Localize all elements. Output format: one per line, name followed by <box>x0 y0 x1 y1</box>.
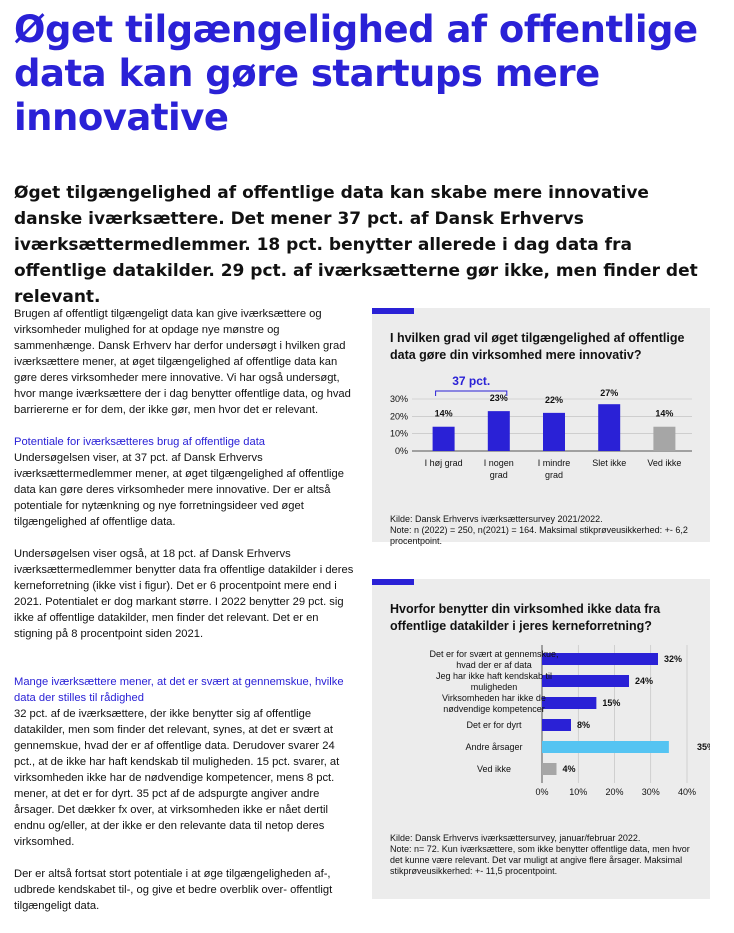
chart-1-title: I hvilken grad vil øget tilgængelighed a… <box>390 331 685 362</box>
y-category-label: Det er for svært at gennemskue, hvad der … <box>429 649 558 670</box>
y-tick-label: 10% <box>390 429 408 439</box>
body-column: Brugen af offentligt tilgængeligt data k… <box>14 306 356 930</box>
bar-value-label: 35% <box>697 742 710 752</box>
chart-2-title: Hvorfor benytter din virksomhed ikke dat… <box>390 602 661 633</box>
x-tick-label: I nogen grad <box>484 458 514 480</box>
chart-2-note: Note: n= 72. Kun iværksættere, som ikke … <box>390 844 690 876</box>
bar-value-label: 4% <box>563 764 576 774</box>
bar <box>653 426 676 451</box>
bracket-label: 37 pct. <box>452 374 490 388</box>
bar-value-label: 27% <box>600 388 618 398</box>
bar <box>598 404 621 451</box>
x-tick-label: I mindre grad <box>538 458 571 480</box>
bar <box>542 675 629 687</box>
body-paragraph-5: Der er altså fortsat stort potentiale i … <box>14 868 333 912</box>
y-tick-label: 20% <box>390 411 408 421</box>
bar <box>487 411 510 451</box>
section-heading-2: Mange iværksættere mener, at det er svær… <box>14 676 344 704</box>
y-category-label: Jeg har ikke haft kendskab til muligheden <box>436 671 552 692</box>
x-tick-label: I høj grad <box>425 458 463 468</box>
bracket-line <box>435 390 508 396</box>
bar-value-label: 15% <box>602 698 620 708</box>
bar-value-label: 14% <box>435 409 453 419</box>
panel-accent-tab <box>372 308 414 314</box>
body-paragraph-1: Brugen af offentligt tilgængeligt data k… <box>14 308 351 416</box>
bar-value-label: 32% <box>664 654 682 664</box>
bar <box>543 412 565 451</box>
bar-value-label: 24% <box>635 676 653 686</box>
bar-value-label: 22% <box>545 395 563 405</box>
body-paragraph-2: Undersøgelsen viser, at 37 pct. af Dansk… <box>14 452 344 528</box>
bar <box>542 697 597 709</box>
y-tick-label: 0% <box>395 446 408 456</box>
x-tick-label: 0% <box>535 787 548 797</box>
intro-paragraph: Øget tilgængelighed af offentlige data k… <box>14 183 698 307</box>
y-category-label: Det er for dyrt <box>466 720 522 730</box>
x-tick-label: 40% <box>678 787 696 797</box>
section-heading-1: Potentiale for iværksætteres brug af off… <box>14 436 266 448</box>
chart-1-source: Kilde: Dansk Erhvervs iværksættersurvey … <box>390 514 603 524</box>
bar <box>432 426 455 451</box>
y-tick-label: 30% <box>390 394 408 404</box>
bar-value-label: 23% <box>490 393 508 403</box>
y-category-label: Ved ikke <box>477 764 511 774</box>
bar <box>542 763 557 775</box>
chart-1-note: Note: n (2022) = 250, n(2021) = 164. Mak… <box>390 525 688 546</box>
bar <box>542 741 669 753</box>
chart-1-svg: 0% 10% 20% 30% 14% I høj grad 23% I nogen grad 22… <box>390 374 692 480</box>
page-title: Øget tilgængelighed af offentlige data k… <box>14 8 698 139</box>
y-category-label: Andre årsager <box>465 742 522 752</box>
bar <box>542 653 658 665</box>
x-tick-label: Slet ikke <box>592 458 626 468</box>
chart-2-source: Kilde: Dansk Erhvervs iværksættersurvey,… <box>390 833 641 843</box>
x-tick-label: 20% <box>605 787 623 797</box>
chart-panel-reasons: Hvorfor benytter din virksomhed ikke dat… <box>372 579 710 899</box>
bar <box>542 719 571 731</box>
chart-2-svg: 0% 10% 20% 30% 40% 32% Det er for svært at gen… <box>429 645 710 797</box>
bar-value-label: 14% <box>655 409 673 419</box>
body-paragraph-3: Undersøgelsen viser også, at 18 pct. af … <box>14 548 354 640</box>
chart-panel-innovation: I hvilken grad vil øget tilgængelighed a… <box>372 308 710 546</box>
x-tick-label: Ved ikke <box>647 458 681 468</box>
body-paragraph-4: 32 pct. af de iværksættere, der ikke ben… <box>14 708 340 848</box>
x-tick-label: 10% <box>569 787 587 797</box>
y-category-label: Virksomheden har ikke de nødvendige kompe… <box>442 693 546 714</box>
panel-accent-tab <box>372 579 414 585</box>
x-tick-label: 30% <box>642 787 660 797</box>
bar-value-label: 8% <box>577 720 590 730</box>
